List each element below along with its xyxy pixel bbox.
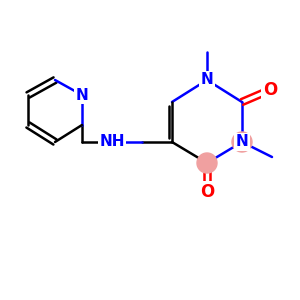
Text: N: N bbox=[76, 88, 88, 103]
Text: NH: NH bbox=[99, 134, 125, 149]
Text: N: N bbox=[236, 134, 248, 149]
Text: O: O bbox=[200, 183, 214, 201]
Circle shape bbox=[197, 153, 217, 173]
Text: O: O bbox=[263, 81, 277, 99]
Circle shape bbox=[232, 132, 252, 152]
Text: N: N bbox=[201, 73, 213, 88]
